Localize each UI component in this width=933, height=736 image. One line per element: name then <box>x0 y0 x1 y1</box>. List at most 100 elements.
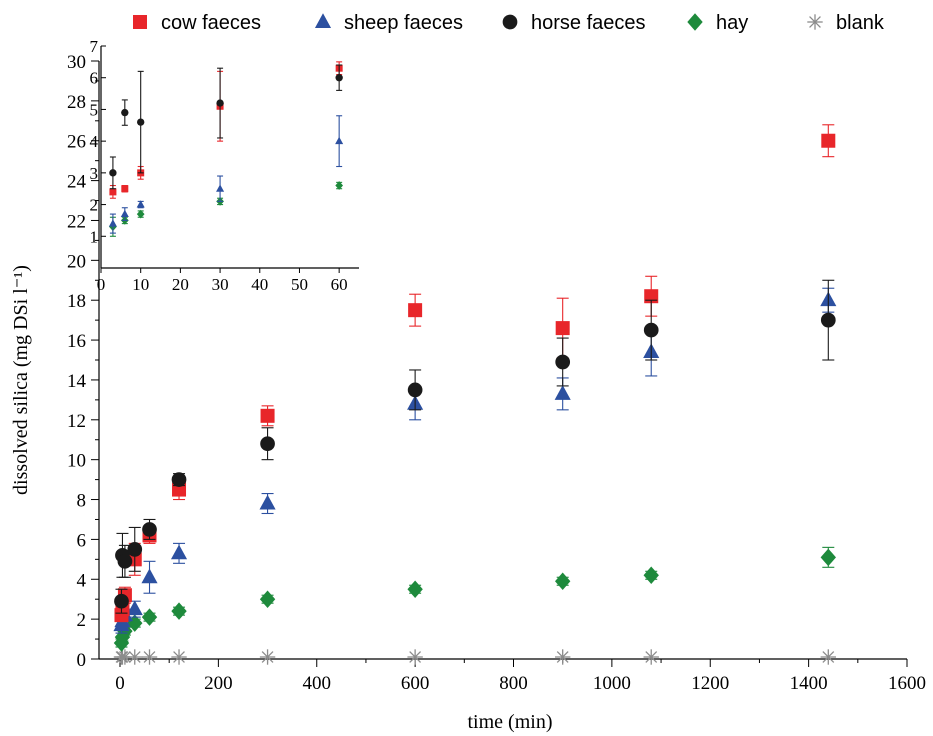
y-tick-label: 12 <box>67 411 86 432</box>
legend-item: blank <box>807 12 885 34</box>
inset-data-point <box>137 118 145 126</box>
y-tick-label: 2 <box>77 610 87 631</box>
data-point <box>171 649 187 665</box>
y-tick-label: 6 <box>77 530 87 551</box>
y-tick-label: 24 <box>67 172 87 193</box>
data-point <box>117 553 133 569</box>
inset-data-point <box>120 209 129 218</box>
legend-item: cow faeces <box>133 12 261 34</box>
data-point <box>126 600 143 616</box>
inset-y-tick-label: 3 <box>90 164 99 183</box>
main-plot: 0 200 400 600 800 1000 1200 1400 160002468101214… <box>67 52 926 694</box>
data-point <box>259 649 276 665</box>
inset-x-tick-label: 50 <box>291 275 308 294</box>
inset-series-horse-faeces <box>109 64 343 190</box>
legend-item: horse faeces <box>502 12 646 34</box>
x-tick-label: 400 <box>303 673 332 694</box>
data-point <box>171 602 187 620</box>
legend-label: sheep faeces <box>344 12 463 34</box>
series-sheep-faeces <box>113 287 837 634</box>
data-point <box>259 494 276 510</box>
data-point <box>643 322 659 338</box>
inset-data-point <box>335 74 343 82</box>
data-point <box>820 312 836 328</box>
inset-plot: 0 10 20 30 40 50 60 1 2 3 4 5 6 7 <box>90 37 359 294</box>
data-point <box>554 572 571 591</box>
x-tick-label: 1000 <box>593 673 631 694</box>
data-point <box>554 649 571 665</box>
inset-y-tick-label: 6 <box>90 69 99 88</box>
data-point <box>141 568 158 584</box>
data-point <box>127 542 143 557</box>
y-tick-label: 10 <box>67 451 86 472</box>
x-tick-label: 800 <box>499 673 528 694</box>
series-hay <box>113 546 836 652</box>
main-axes: 0 200 400 600 800 1000 1200 1400 160002468101214… <box>67 52 926 694</box>
inset-series <box>108 61 344 237</box>
y-tick-label: 30 <box>67 52 86 73</box>
x-tick-label: 1400 <box>790 673 828 694</box>
inset-x-tick-label: 0 <box>97 275 106 294</box>
inset-data-point <box>335 181 344 190</box>
data-point <box>141 649 158 665</box>
data-point <box>407 580 423 598</box>
y-tick-label: 28 <box>67 92 86 113</box>
inset-data-point <box>121 108 129 117</box>
data-point <box>117 649 133 665</box>
x-tick-label: 0 <box>115 673 125 694</box>
main-series <box>113 124 837 665</box>
inset-background <box>101 46 359 268</box>
series-horse-faeces <box>114 279 836 614</box>
y-axis-label: dissolved silica (mg DSi l⁻¹) <box>10 265 32 495</box>
y-tick-label: 20 <box>67 251 86 272</box>
inset-x-tick-label: 40 <box>251 275 268 294</box>
data-point <box>127 649 143 665</box>
data-point <box>643 566 659 585</box>
y-tick-label: 18 <box>67 291 86 312</box>
inset-y-tick-label: 5 <box>90 100 99 119</box>
data-point <box>259 590 276 608</box>
inset-y-tick-label: 7 <box>90 37 99 56</box>
data-point <box>555 354 571 370</box>
inset-x-tick-label: 10 <box>132 275 149 294</box>
data-point <box>171 472 187 487</box>
data-point <box>114 593 129 609</box>
inset-data-point <box>136 200 145 208</box>
legend-item: hay <box>687 12 748 34</box>
y-tick-label: 14 <box>67 371 87 392</box>
y-tick-label: 4 <box>77 570 87 591</box>
inset-data-point <box>109 169 117 177</box>
inset-y-tick-label: 4 <box>90 132 99 151</box>
legend-label: horse faeces <box>531 12 646 34</box>
data-point <box>643 649 659 665</box>
inset-data-point <box>108 219 117 227</box>
inset-axes: 0 10 20 30 40 50 60 1 2 3 4 5 6 7 <box>90 37 359 294</box>
inset-y-tick-label: 1 <box>90 227 99 246</box>
x-tick-label: 1600 <box>888 673 926 694</box>
inset-data-point <box>136 209 145 219</box>
y-tick-label: 0 <box>77 650 87 671</box>
data-point <box>820 548 836 567</box>
inset-data-point <box>216 184 225 192</box>
inset-data-point <box>109 188 117 196</box>
inset-data-point <box>216 99 224 107</box>
x-tick-label: 600 <box>401 673 430 694</box>
legend-label: hay <box>716 12 748 34</box>
inset-x-tick-label: 60 <box>331 275 348 294</box>
legend: cow faeces sheep faeces horse faeces hay bla… <box>133 12 885 34</box>
y-tick-label: 22 <box>67 211 86 232</box>
data-point <box>820 649 836 665</box>
data-point <box>127 614 143 632</box>
data-point <box>821 133 836 148</box>
inset-data-point <box>335 136 344 145</box>
data-point <box>141 608 158 626</box>
data-point <box>170 544 188 560</box>
legend-marker <box>687 13 703 31</box>
x-tick-label: 1200 <box>691 673 729 694</box>
x-axis-label: time (min) <box>468 711 553 733</box>
legend-item: sheep faeces <box>314 12 463 34</box>
inset-x-tick-label: 30 <box>212 275 229 294</box>
x-tick-label: 200 <box>204 673 233 694</box>
inset-x-tick-label: 20 <box>172 275 189 294</box>
